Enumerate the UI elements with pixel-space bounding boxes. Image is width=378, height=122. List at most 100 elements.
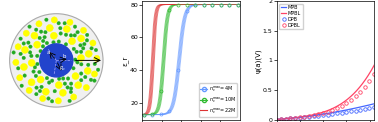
Circle shape	[47, 97, 50, 100]
Circle shape	[23, 30, 29, 36]
Circle shape	[31, 32, 38, 39]
DPB	[367, 107, 372, 109]
Circle shape	[64, 33, 68, 36]
Circle shape	[73, 58, 77, 61]
MPB	[363, 105, 367, 107]
Text: $R_c$: $R_c$	[59, 64, 66, 73]
Circle shape	[38, 89, 42, 93]
Circle shape	[40, 44, 73, 77]
Circle shape	[10, 14, 102, 107]
DPB	[358, 109, 363, 111]
Line: MPB: MPB	[277, 104, 374, 120]
Circle shape	[34, 28, 38, 31]
DPBL	[325, 111, 330, 113]
Circle shape	[79, 44, 82, 47]
Circle shape	[29, 54, 33, 58]
Circle shape	[90, 47, 93, 50]
Circle shape	[79, 72, 83, 75]
MPB	[356, 107, 361, 108]
Circle shape	[79, 50, 83, 54]
Circle shape	[40, 85, 43, 89]
Circle shape	[22, 42, 25, 45]
Circle shape	[90, 40, 96, 46]
Circle shape	[59, 89, 67, 96]
Circle shape	[67, 19, 73, 25]
Circle shape	[17, 75, 23, 81]
Circle shape	[53, 89, 56, 93]
Circle shape	[84, 67, 91, 74]
DPB	[302, 116, 307, 118]
Circle shape	[57, 21, 60, 25]
Circle shape	[85, 50, 92, 57]
Circle shape	[39, 30, 43, 33]
Circle shape	[26, 87, 32, 94]
DPB	[288, 118, 293, 119]
DPBL	[367, 81, 372, 82]
Circle shape	[45, 41, 49, 45]
Circle shape	[50, 100, 54, 103]
Legend: $n_c^{max}$=4M, $n_c^{max}$=10M, $n_c^{max}$=22M: $n_c^{max}$=4M, $n_c^{max}$=10M, $n_c^{m…	[198, 83, 237, 117]
Circle shape	[64, 25, 70, 33]
Circle shape	[66, 77, 70, 80]
Circle shape	[20, 63, 28, 71]
MPB	[274, 119, 279, 120]
Circle shape	[47, 81, 51, 84]
Circle shape	[76, 30, 79, 34]
Circle shape	[55, 98, 62, 104]
Circle shape	[72, 66, 75, 70]
Circle shape	[59, 32, 62, 35]
Circle shape	[63, 22, 67, 25]
DPBL	[344, 102, 349, 104]
DPBL	[307, 115, 311, 117]
Circle shape	[93, 79, 96, 82]
DPB	[316, 115, 321, 116]
DPB	[353, 110, 358, 111]
Circle shape	[96, 68, 100, 71]
Circle shape	[69, 90, 73, 94]
Circle shape	[37, 76, 44, 83]
MPBL	[332, 107, 337, 108]
DPBL	[293, 117, 297, 119]
Circle shape	[94, 48, 98, 52]
Circle shape	[57, 40, 60, 43]
DPBL	[288, 118, 293, 119]
DPB	[311, 115, 316, 117]
Circle shape	[89, 78, 93, 81]
MPBL	[275, 119, 279, 120]
Circle shape	[51, 17, 57, 23]
Circle shape	[93, 62, 96, 66]
MPB	[275, 119, 279, 120]
DPBL	[311, 115, 316, 116]
Circle shape	[12, 51, 15, 54]
Y-axis label: ψ(a)(V): ψ(a)(V)	[255, 48, 262, 73]
DPB	[279, 118, 284, 120]
MPB	[372, 103, 376, 104]
DPB	[284, 118, 288, 120]
Circle shape	[28, 79, 35, 86]
DPBL	[372, 74, 376, 75]
Circle shape	[50, 79, 54, 82]
Circle shape	[34, 41, 41, 48]
Circle shape	[38, 36, 41, 40]
Circle shape	[85, 33, 89, 37]
Line: DPBL: DPBL	[275, 73, 376, 121]
Circle shape	[85, 39, 89, 42]
DPB	[335, 112, 339, 114]
Circle shape	[36, 62, 39, 66]
DPB	[344, 111, 349, 113]
Circle shape	[46, 25, 53, 31]
Circle shape	[44, 30, 47, 34]
Circle shape	[73, 34, 76, 37]
DPBL	[302, 116, 307, 117]
Y-axis label: ε_r: ε_r	[123, 55, 129, 66]
Circle shape	[41, 45, 45, 48]
Circle shape	[66, 86, 69, 89]
Circle shape	[28, 51, 32, 54]
Legend: MPB, MPBL, DPB, DPBL: MPB, MPBL, DPB, DPBL	[279, 4, 303, 30]
Circle shape	[35, 92, 38, 96]
MPB	[332, 112, 337, 113]
Circle shape	[42, 88, 49, 95]
Circle shape	[84, 75, 87, 79]
Circle shape	[77, 54, 85, 61]
Line: MPBL: MPBL	[277, 65, 374, 120]
